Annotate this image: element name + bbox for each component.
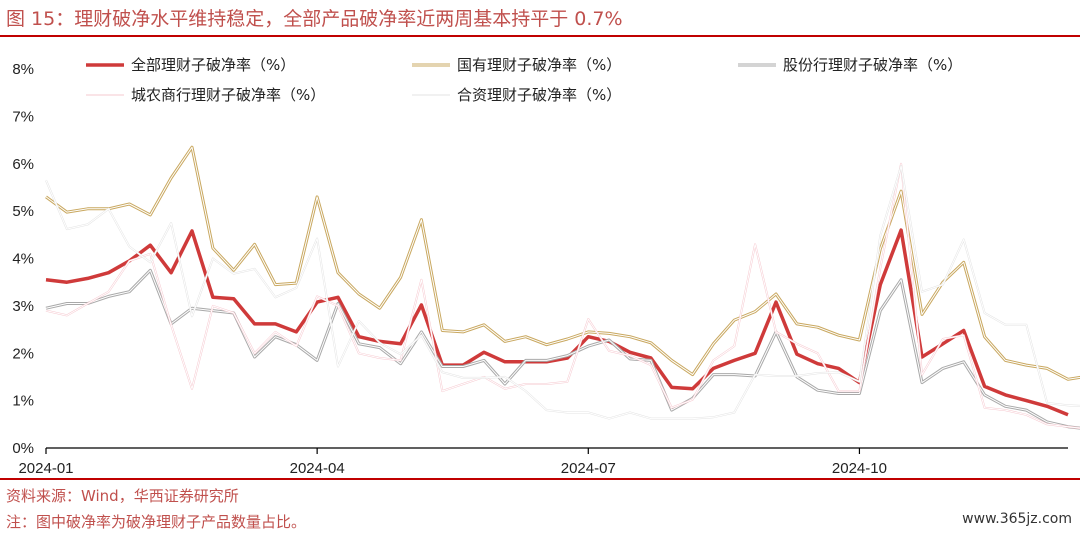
y-tick-label: 7% <box>12 108 34 125</box>
series-line-inner-4 <box>45 165 1080 420</box>
x-tick-label: 2024-04 <box>290 460 345 476</box>
y-tick-label: 0% <box>12 440 34 457</box>
watermark-text: www.365jz.com <box>962 511 1072 527</box>
series-line-0 <box>45 228 1069 417</box>
source-text: 资料来源：Wind，华西证券研究所 <box>6 487 239 505</box>
y-tick-label: 5% <box>12 203 34 220</box>
y-tick-label: 4% <box>12 251 34 268</box>
series-line-inner-2 <box>45 269 1080 429</box>
series-line-inner-3 <box>45 163 1080 429</box>
footer-divider <box>0 478 1080 480</box>
y-tick-label: 1% <box>12 393 34 410</box>
y-tick-label: 8% <box>12 61 34 78</box>
page-title: 图 15：理财破净水平维持稳定，全部产品破净率近两周基本持平于 0.7% <box>6 8 623 30</box>
note-text: 注：图中破净率为破净理财子产品数量占比。 <box>6 513 307 531</box>
legend-label-4: 合资理财子破净率（%） <box>457 86 621 104</box>
y-tick-label: 6% <box>12 156 34 173</box>
y-tick-label: 2% <box>12 345 34 362</box>
x-tick-label: 2024-10 <box>832 460 887 476</box>
series-line-3 <box>45 162 1080 430</box>
line-chart: 0% 1% 2% 3% 4% 5% 6% 7% 8% 2024-01 2024-04 2024-07 2… <box>12 56 1080 476</box>
legend-label-3: 城农商行理财子破净率（%） <box>131 86 325 104</box>
y-tick-label: 3% <box>12 298 34 315</box>
legend-label-2: 股份行理财子破净率（%） <box>783 56 962 74</box>
legend-label-1: 国有理财子破净率（%） <box>457 56 621 74</box>
x-tick-label: 2024-07 <box>561 460 616 476</box>
x-tick-label: 2024-01 <box>18 460 73 476</box>
title-divider <box>0 35 1080 37</box>
series-line-inner-1 <box>45 146 1080 380</box>
legend-label-0: 全部理财子破净率（%） <box>131 56 295 74</box>
